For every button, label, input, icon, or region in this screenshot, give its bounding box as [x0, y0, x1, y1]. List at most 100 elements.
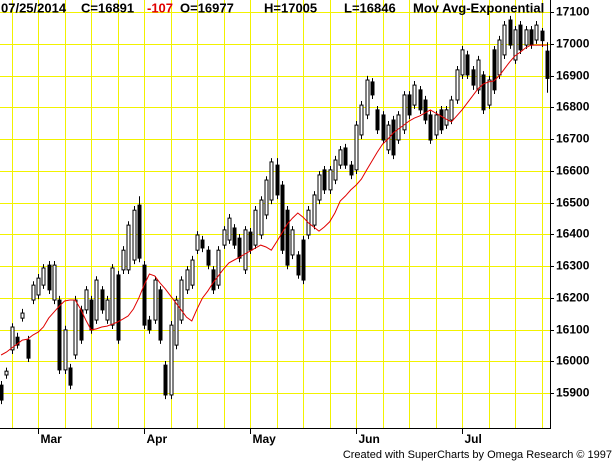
candle-body: [370, 81, 375, 96]
y-tick-label: 16300: [556, 259, 590, 273]
candle-body: [190, 259, 195, 286]
candle-body: [200, 239, 205, 249]
candle-body: [434, 114, 439, 136]
candle-body: [195, 234, 200, 251]
candle-body: [84, 289, 89, 311]
x-tick-label: May: [253, 432, 277, 446]
candle-body: [545, 50, 550, 79]
candle-body: [10, 326, 15, 351]
candle-body: [396, 114, 401, 141]
candle-body: [57, 299, 62, 371]
y-tick-label: 16500: [556, 196, 590, 210]
candle-body: [79, 309, 84, 341]
header-open: O=16977: [180, 0, 234, 15]
candle-body: [439, 109, 444, 131]
candle-body: [428, 114, 433, 141]
candle-body: [449, 99, 454, 121]
candle-body: [328, 169, 333, 191]
y-tick-label: 17000: [556, 37, 590, 51]
candle-body: [354, 124, 359, 171]
candle-body: [465, 54, 470, 76]
x-tick-label: Apr: [147, 432, 168, 446]
candle-body: [132, 209, 137, 261]
candle-body: [47, 264, 52, 291]
x-tick-label: Jul: [465, 432, 482, 446]
candle-body: [185, 269, 190, 291]
candle-body: [513, 29, 518, 61]
candle-body: [534, 24, 539, 41]
candle-body: [280, 184, 285, 251]
candle-body: [174, 299, 179, 346]
candle-body: [41, 267, 46, 286]
candle-body: [412, 84, 417, 106]
y-tick-label: 16100: [556, 323, 590, 337]
candle-body: [222, 229, 227, 246]
candle-body: [63, 329, 68, 371]
candle-body: [137, 204, 142, 259]
candle-body: [444, 109, 449, 126]
candle-body: [333, 159, 338, 181]
candle-body: [359, 104, 364, 136]
candle-body: [110, 267, 115, 326]
candle-body: [73, 299, 78, 356]
candle-body: [52, 264, 57, 301]
y-tick-label: 16600: [556, 164, 590, 178]
header-high: H=17005: [264, 0, 317, 15]
header: 07/25/2014 C=16891 -107 O=16977 H=17005 …: [1, 0, 544, 15]
candle-body: [471, 69, 476, 86]
candle-body: [455, 69, 460, 101]
y-tick-label: 16800: [556, 100, 590, 114]
candle-body: [216, 249, 221, 286]
candle-body: [418, 89, 423, 111]
header-date: 07/25/2014: [1, 0, 67, 15]
candle-body: [317, 174, 322, 201]
candle-body: [365, 79, 370, 116]
y-tick-label: 16000: [556, 354, 590, 368]
y-tick-label: 17100: [556, 5, 590, 19]
candle-body: [142, 264, 147, 326]
candle-body: [31, 284, 36, 301]
candle-body: [391, 119, 396, 156]
candle-body: [121, 249, 126, 271]
candle-body: [169, 324, 174, 396]
candle-body: [322, 169, 327, 191]
candle-body: [153, 279, 158, 321]
candle-body: [89, 299, 94, 331]
candle-body: [487, 79, 492, 106]
candle-body: [301, 239, 306, 281]
y-tick-label: 16200: [556, 291, 590, 305]
moving-average-line: [0, 44, 547, 356]
candle-body: [518, 24, 523, 51]
candle-body: [116, 274, 121, 341]
candle-body: [540, 30, 545, 42]
candle-body: [126, 224, 131, 271]
candle-body: [275, 164, 280, 196]
candle-body: [349, 164, 354, 176]
candle-body: [338, 149, 343, 166]
candle-body: [481, 74, 486, 111]
candle-body: [492, 49, 497, 91]
candle-body: [264, 179, 269, 216]
candle-body: [407, 94, 412, 116]
y-tick-label: 16900: [556, 69, 590, 83]
candle-body: [227, 217, 232, 241]
candle-body: [296, 254, 301, 276]
candle-body: [248, 231, 253, 251]
footer: Created with SuperCharts by Omega Resear…: [343, 449, 612, 461]
y-tick-label: 15900: [556, 386, 590, 400]
candle-body: [386, 124, 391, 151]
candle-body: [312, 194, 317, 226]
candle-body: [26, 339, 31, 359]
x-tick-label: Mar: [41, 432, 63, 446]
candle-body: [158, 289, 163, 341]
header-indicator: Mov Avg-Exponential: [413, 0, 544, 15]
candle-body: [94, 279, 99, 321]
candle-body: [508, 19, 513, 46]
candle-body: [259, 199, 264, 236]
candle-body: [206, 249, 211, 266]
candle-body: [285, 209, 290, 266]
candle-body: [476, 59, 481, 91]
candle-body: [4, 370, 9, 376]
